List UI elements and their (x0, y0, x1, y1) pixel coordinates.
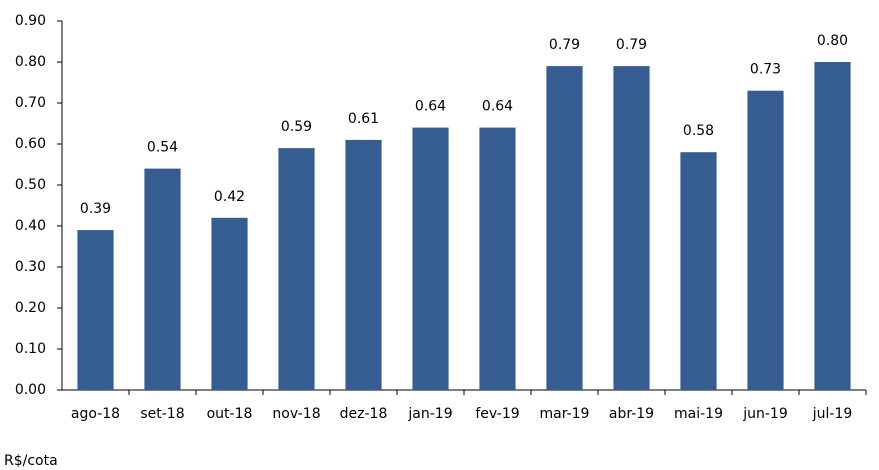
x-tick-label: mai-19 (674, 406, 723, 422)
bar (77, 230, 114, 390)
x-tick-label: fev-19 (475, 406, 519, 422)
bar (680, 152, 717, 390)
value-label: 0.73 (750, 62, 781, 78)
x-tick-label: abr-19 (609, 406, 654, 422)
x-tick-label: jul-19 (812, 406, 853, 422)
value-label: 0.42 (214, 189, 245, 205)
bar (814, 62, 851, 390)
bar (278, 148, 315, 390)
x-tick-label: jun-19 (742, 406, 788, 422)
bar (546, 66, 583, 390)
unit-label: R$/cota (4, 453, 58, 469)
x-tick-label: mar-19 (540, 406, 590, 422)
value-label: 0.54 (147, 140, 178, 156)
value-label: 0.61 (348, 111, 379, 127)
value-label: 0.58 (683, 123, 714, 139)
bar (412, 127, 449, 390)
y-tick-label: 0.60 (15, 136, 46, 152)
bar (211, 217, 248, 390)
y-tick-label: 0.10 (15, 341, 46, 357)
value-label: 0.64 (482, 99, 513, 115)
y-tick-label: 0.90 (15, 13, 46, 29)
value-label: 0.80 (817, 33, 848, 49)
y-tick-label: 0.20 (15, 300, 46, 316)
value-label: 0.79 (616, 37, 647, 53)
x-tick-label: jan-19 (407, 406, 452, 422)
bar (747, 90, 784, 390)
value-label: 0.59 (281, 119, 312, 135)
value-label: 0.64 (415, 99, 446, 115)
value-label: 0.79 (549, 37, 580, 53)
x-tick-label: set-18 (140, 406, 184, 422)
bar (144, 168, 181, 390)
x-tick-label: ago-18 (71, 406, 120, 422)
bar (345, 139, 382, 390)
value-label: 0.39 (80, 201, 111, 217)
y-tick-label: 0.00 (15, 382, 46, 398)
y-tick-label: 0.50 (15, 177, 46, 193)
y-tick-label: 0.70 (15, 95, 46, 111)
bar (479, 127, 516, 390)
bar (613, 66, 650, 390)
y-tick-label: 0.80 (15, 54, 46, 70)
y-tick-label: 0.40 (15, 218, 46, 234)
x-tick-label: out-18 (207, 406, 253, 422)
x-tick-label: dez-18 (340, 406, 388, 422)
x-tick-label: nov-18 (272, 406, 320, 422)
y-tick-label: 0.30 (15, 259, 46, 275)
